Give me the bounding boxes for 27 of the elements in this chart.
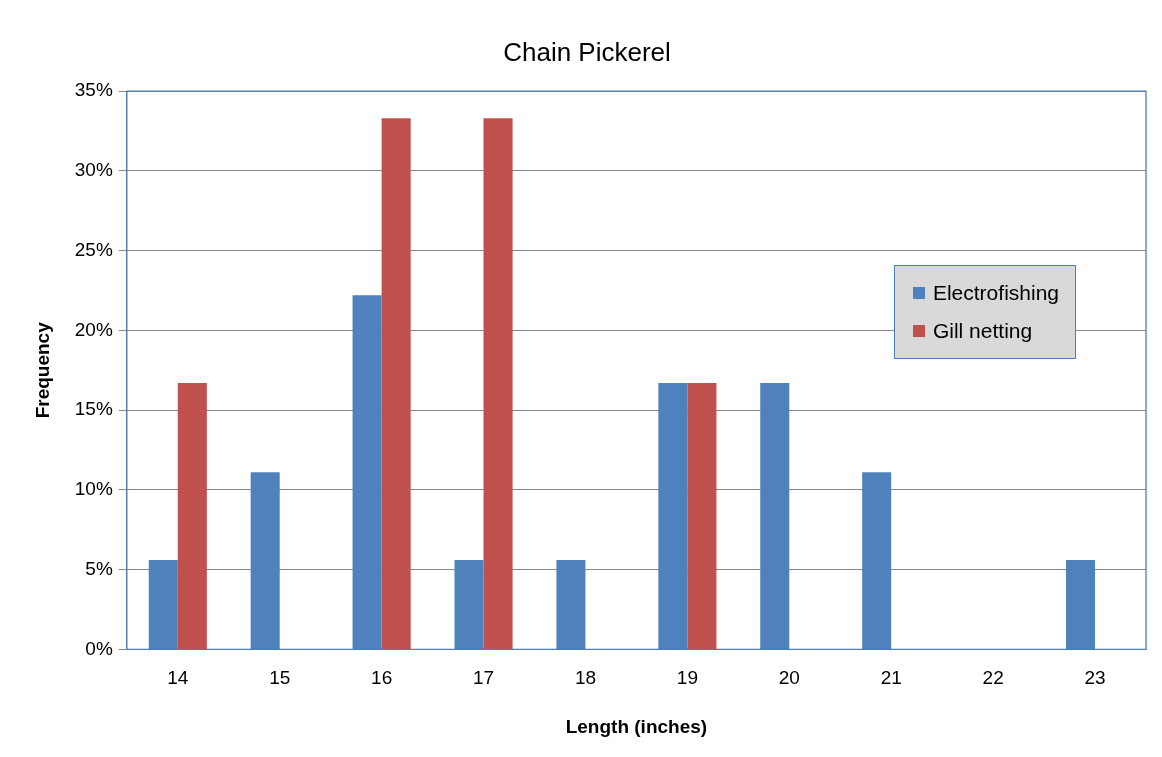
x-tick-label: 22 — [982, 667, 1004, 689]
legend-label: Electrofishing — [932, 280, 1059, 306]
y-tick-label: 10% — [74, 478, 113, 500]
bar — [687, 383, 717, 649]
bar — [483, 118, 513, 649]
x-tick-label: 18 — [574, 667, 597, 689]
y-tick-label: 20% — [74, 318, 113, 340]
x-axis-title: Length (inches) — [565, 715, 708, 737]
legend-label: Gill netting — [932, 318, 1033, 344]
x-tick-label: 19 — [676, 667, 698, 689]
x-tick-label: 15 — [269, 667, 291, 689]
bar — [381, 118, 411, 649]
x-tick-label: 16 — [371, 667, 393, 689]
x-tick-label: 17 — [472, 667, 495, 689]
y-tick-label: 25% — [74, 238, 113, 260]
y-axis-title: Frequency — [31, 321, 53, 419]
y-tick-label: 35% — [74, 79, 113, 101]
x-tick-label: 14 — [167, 667, 189, 689]
y-tick-label: 5% — [85, 557, 113, 579]
y-tick-label: 15% — [74, 398, 113, 420]
y-tick-label: 0% — [85, 637, 113, 659]
x-tick-label: 21 — [880, 667, 902, 689]
y-tick-label: 30% — [74, 159, 113, 181]
bar — [177, 383, 207, 649]
chart-title: Chain Pickerel — [503, 36, 671, 67]
x-tick-label: 20 — [778, 667, 800, 689]
x-tick-label: 23 — [1084, 667, 1106, 689]
